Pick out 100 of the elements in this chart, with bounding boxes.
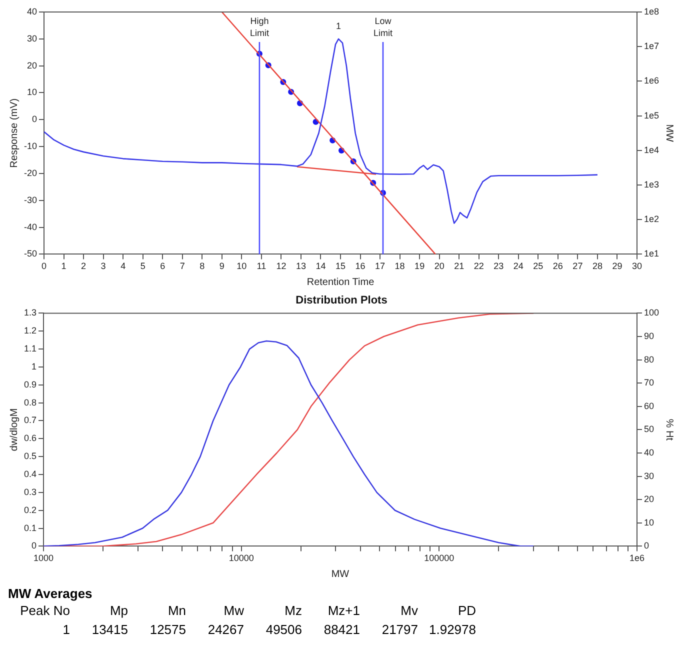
y-axis-title: dw/dlogM [8, 408, 20, 452]
y2-tick-label: 0 [644, 540, 649, 551]
y2-tick-label: 60 [644, 400, 654, 411]
category-label: Mp [108, 602, 128, 620]
annotation: 1 [336, 20, 342, 31]
y-tick-label: -30 [24, 194, 38, 205]
y-tick-label: 0.8 [24, 397, 37, 408]
y-tick-label: 1.2 [24, 326, 37, 336]
y-tick-label: 0.2 [24, 504, 37, 515]
x-tick-label: 6 [160, 261, 166, 272]
x-tick-label: 28 [592, 261, 602, 272]
y-axis-title: Response (mV) [8, 98, 20, 168]
x-tick-label: 7 [180, 261, 185, 272]
category-label: Mv [400, 602, 418, 620]
text: 12575 [148, 621, 186, 639]
y2-tick-label: 1e6 [644, 76, 660, 86]
y-tick-label: 0 [32, 114, 38, 124]
y-tick-label: 1 [31, 361, 37, 372]
y-tick-label: 0.5 [24, 451, 37, 462]
text: 24267 [206, 621, 244, 639]
y2-tick-label: 30 [644, 470, 654, 481]
y-tick-label: 30 [26, 33, 38, 44]
y-tick-label: 0 [31, 540, 37, 551]
x-tick-label: 1e6 [629, 553, 644, 564]
x-axis-title: MW [331, 568, 350, 580]
x-tick-label: 30 [632, 261, 642, 272]
x-tick-label: 21 [454, 261, 464, 272]
x-tick-label: 11 [256, 261, 266, 272]
y-tick-label: 1.1 [24, 344, 37, 354]
text: 1 [62, 621, 70, 639]
y-tick-label: 0.1 [24, 522, 37, 533]
y-tick-label: -40 [24, 222, 38, 232]
x-tick-label: 26 [552, 261, 563, 272]
x-tick-label: 18 [394, 261, 405, 272]
y2-tick-label: 10 [644, 517, 654, 528]
y2-tick-label: 80 [644, 354, 654, 364]
y-tick-label: -20 [24, 168, 38, 178]
y2-tick-label: 40 [644, 447, 654, 458]
y-tick-label: 0.9 [24, 379, 37, 390]
y2-axis-title: % Ht [663, 418, 674, 441]
y-tick-label: 0.7 [24, 415, 37, 426]
x-tick-label: 10 [236, 261, 247, 272]
text: 1.92978 [428, 621, 476, 639]
x-axis-title: Retention Time [306, 276, 375, 288]
x-tick-label: 1000 [33, 553, 54, 564]
y2-tick-label: 1e5 [644, 110, 660, 120]
category-label: PD [456, 602, 476, 620]
x-tick-label: 20 [434, 261, 444, 272]
ref-line-label: Low Limit [373, 16, 393, 38]
y2-tick-label: 1e3 [644, 179, 660, 190]
y-tick-label: 0.6 [24, 433, 37, 444]
text: 21797 [380, 621, 418, 639]
category-label: Mz+1 [326, 602, 360, 620]
category-label: Peak No [19, 602, 70, 620]
y2-tick-label: 1e2 [644, 214, 660, 224]
x-tick-label: 0 [42, 261, 47, 272]
x-tick-label: 16 [355, 261, 366, 272]
y2-axis-title: MW [663, 124, 674, 143]
x-tick-label: 19 [414, 261, 425, 272]
x-tick-label: 4 [120, 261, 126, 272]
y-tick-label: 0.4 [24, 468, 37, 479]
category-label: Mn [166, 602, 186, 620]
y2-tick-label: 1e7 [644, 41, 660, 52]
y2-tick-label: 70 [644, 378, 654, 388]
chart-title: Distribution Plots [296, 294, 388, 307]
x-tick-label: 17 [375, 261, 386, 272]
y2-tick-label: 1e8 [644, 6, 660, 16]
category-label: Mz [284, 602, 302, 620]
x-tick-label: 3 [100, 261, 106, 272]
y-tick-label: 10 [26, 87, 38, 98]
x-tick-label: 25 [533, 261, 544, 272]
x-tick-label: 5 [140, 261, 146, 272]
y-tick-label: 1.3 [24, 308, 37, 318]
text: 49506 [264, 621, 302, 639]
y-tick-label: 40 [26, 6, 38, 16]
x-tick-label: 15 [335, 261, 346, 272]
y-tick-label: -10 [24, 141, 38, 152]
y2-tick-label: 20 [644, 494, 654, 504]
y2-tick-label: 90 [644, 330, 654, 341]
x-tick-label: 10000 [228, 553, 254, 564]
y2-tick-label: 100 [644, 308, 660, 318]
category-label: Mw [222, 602, 244, 620]
x-tick-label: 23 [494, 261, 504, 272]
x-tick-label: 29 [612, 261, 622, 272]
y2-tick-label: 50 [644, 424, 654, 434]
text: 88421 [322, 621, 360, 639]
x-tick-label: 9 [219, 261, 224, 272]
x-tick-label: 8 [200, 261, 205, 272]
x-tick-label: 27 [572, 261, 583, 272]
ref-line-label: High Limit [250, 16, 270, 38]
x-tick-label: 100000 [424, 553, 454, 564]
y-tick-label: 20 [26, 60, 38, 70]
x-tick-label: 2 [81, 261, 86, 272]
text: 13415 [90, 621, 128, 639]
x-tick-label: 14 [316, 261, 326, 272]
y-tick-label: -50 [24, 248, 38, 259]
x-tick-label: 22 [474, 261, 484, 272]
x-tick-label: 24 [513, 261, 524, 272]
x-tick-label: 12 [276, 261, 286, 272]
x-tick-label: 13 [296, 261, 306, 272]
